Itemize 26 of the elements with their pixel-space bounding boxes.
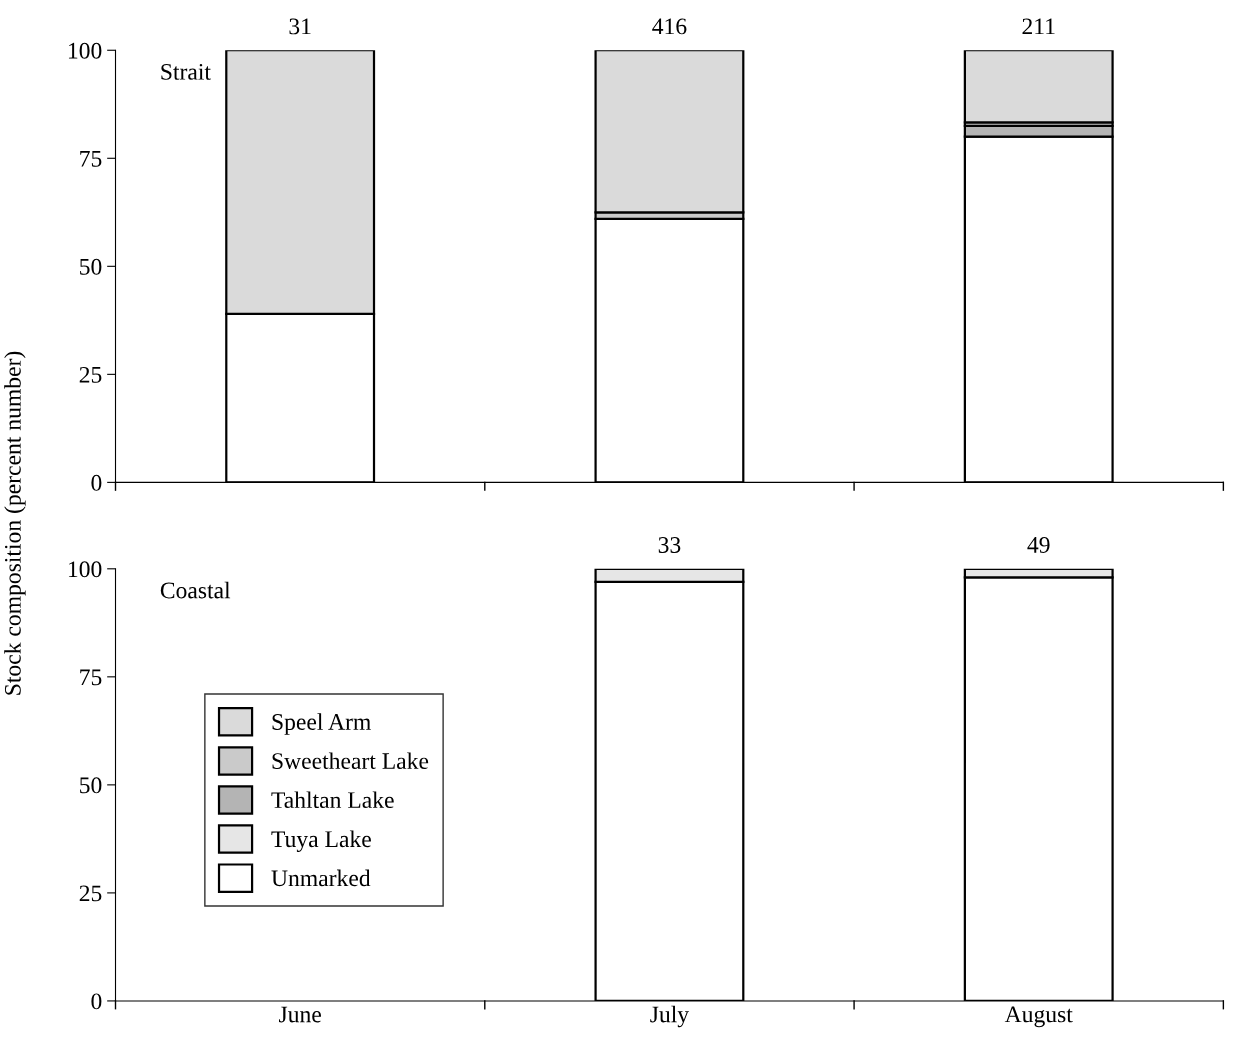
y-tick-label: 0 [91,993,102,1010]
chart-title: Strait [161,63,211,80]
legend-label: Sweetheart Lake [272,752,429,769]
y-tick-label: 50 [80,258,102,275]
y-tick-label: 50 [80,777,102,794]
y-tick-label: 100 [68,42,102,59]
legend-label: Tuya Lake [271,830,371,853]
annotation: 49 [1027,537,1050,553]
x-tick-label: July [650,1005,690,1028]
legend-label: Unmarked [271,869,371,887]
legend-label: Tahltan Lake [271,791,394,809]
annotation: 211 [1022,18,1055,35]
y-tick-label: 25 [79,885,102,902]
x-tick-label: June [279,1006,321,1023]
y-axis-title: Stock composition (percent number) [4,351,26,695]
y-tick-label: 25 [79,366,102,383]
annotation: 31 [289,18,311,35]
y-tick-label: 75 [80,151,102,167]
legend-label: Speel Arm [272,713,371,735]
annotation: 33 [658,537,681,553]
y-tick-label: 75 [80,669,102,686]
x-tick-label: August [1004,1006,1073,1028]
chart-title: Coastal [160,581,231,599]
y-tick-label: 0 [91,474,102,491]
y-tick-label: 100 [68,561,102,578]
annotation: 416 [652,18,687,35]
